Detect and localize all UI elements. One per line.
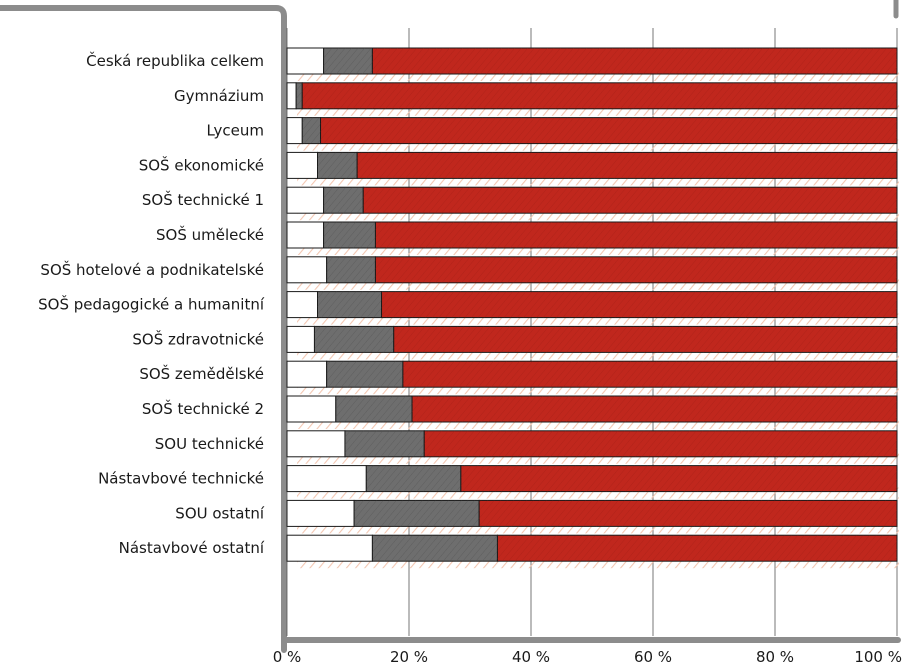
bar-texture <box>317 291 382 318</box>
bar-shadows <box>297 70 899 569</box>
bar-texture <box>317 152 358 179</box>
bar-segment <box>286 82 297 110</box>
bar-texture <box>393 326 897 353</box>
bar-segment <box>286 325 315 353</box>
bar-segment <box>286 534 373 562</box>
x-tick-label: 0 % <box>273 648 302 666</box>
bar-texture <box>323 222 376 248</box>
bar-texture <box>314 326 394 353</box>
bar-texture <box>326 256 376 283</box>
bar-texture <box>402 361 897 388</box>
bar-segment <box>286 186 325 214</box>
category-label: Nástavbové ostatní <box>119 539 265 557</box>
category-labels: Česká republika celkem Gymnázium Lyceum SOŠ… <box>38 51 265 557</box>
bar-shadow <box>297 174 899 186</box>
bar-segment <box>286 499 355 527</box>
category-label: SOŠ zdravotnické <box>132 329 264 348</box>
category-label: SOU ostatní <box>175 504 265 522</box>
category-label: Lyceum <box>207 122 264 140</box>
bar-segment <box>286 395 337 423</box>
bar-segment <box>286 256 328 284</box>
bar-shadow <box>297 70 899 81</box>
bar-shadow <box>297 383 899 395</box>
frame-bracket <box>0 5 287 653</box>
bar-segment <box>286 221 325 249</box>
bar-texture <box>357 152 897 179</box>
bar-texture <box>375 256 897 283</box>
category-label: SOU technické <box>155 435 264 453</box>
bar-texture <box>335 396 413 422</box>
bar-segment <box>286 465 367 493</box>
bar-texture <box>497 535 897 562</box>
x-tick-label: 20 % <box>390 648 428 666</box>
bar-texture <box>460 465 897 492</box>
bar-shadow <box>297 313 899 325</box>
x-tick-label: 40 % <box>512 648 550 666</box>
bar-shadow <box>297 104 899 116</box>
category-label: SOŠ ekonomické <box>139 155 264 174</box>
bar-texture <box>366 465 461 492</box>
bar-shadow <box>297 348 899 360</box>
bar-texture <box>424 430 897 457</box>
bar-shadow <box>297 278 899 290</box>
bar-shadow <box>297 418 899 429</box>
category-label: SOŠ hotelové a podnikatelské <box>40 260 264 279</box>
bar-texture <box>381 291 897 318</box>
bar-texture <box>323 48 373 74</box>
bar-texture <box>479 500 897 527</box>
bar-texture <box>326 361 403 388</box>
bar-shadow <box>297 452 899 464</box>
bar-segment <box>286 47 325 75</box>
category-label: Česká republika celkem <box>86 51 264 70</box>
bar-shadow <box>297 209 899 221</box>
bar-shadow <box>297 487 899 499</box>
bar-segment <box>286 360 328 388</box>
category-label: SOŠ umělecké <box>156 225 264 244</box>
category-label: Gymnázium <box>174 87 264 105</box>
bar-segment <box>286 151 318 179</box>
category-label: SOŠ technické 1 <box>142 190 264 209</box>
bar-segment <box>286 291 318 319</box>
bar-texture <box>302 82 897 109</box>
category-label: SOŠ pedagogické a humanitní <box>38 295 265 314</box>
x-axis-ticks: 0 % 20 % 40 % 60 % 80 % 100 % <box>273 648 902 666</box>
category-label: SOŠ zemědělské <box>139 364 264 383</box>
category-label: SOŠ technické 2 <box>142 399 264 418</box>
bar-texture <box>302 117 321 144</box>
bars <box>286 47 898 562</box>
bar-shadow <box>297 139 899 151</box>
bar-texture <box>354 500 480 527</box>
x-tick-label: 60 % <box>634 648 672 666</box>
bar-segment <box>286 117 303 145</box>
bar-texture <box>412 396 897 422</box>
bar-texture <box>372 48 897 74</box>
bar-shadow <box>297 557 899 569</box>
bar-texture <box>296 82 303 109</box>
bar-segment <box>286 430 346 458</box>
x-tick-label: 100 % <box>854 648 902 666</box>
bar-shadow <box>297 522 899 534</box>
bar-texture <box>375 222 897 248</box>
category-label: Nástavbové technické <box>98 470 264 488</box>
bar-texture <box>320 117 897 144</box>
bar-texture <box>323 187 364 214</box>
bar-texture <box>344 430 425 457</box>
bar-texture <box>363 187 897 214</box>
bar-texture <box>372 535 498 562</box>
bar-shadow <box>297 244 899 255</box>
x-tick-label: 80 % <box>756 648 794 666</box>
